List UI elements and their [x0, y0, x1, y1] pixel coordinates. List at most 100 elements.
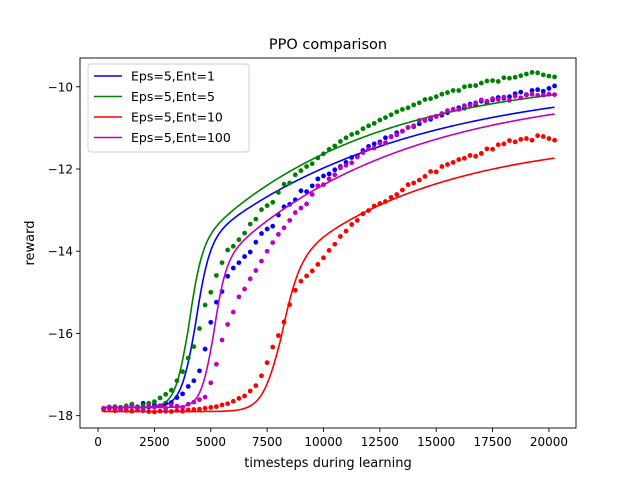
- data-point-1-64: [462, 84, 467, 90]
- data-point-3-6: [135, 405, 140, 411]
- data-point-3-70: [495, 97, 501, 102]
- data-point-2-61: [445, 162, 450, 167]
- data-point-0-50: [383, 135, 388, 141]
- data-point-0-24: [236, 260, 242, 266]
- data-point-3-47: [366, 146, 371, 152]
- legend-item-0[interactable]: Eps=5,Ent=1: [94, 69, 215, 84]
- data-point-0-44: [349, 155, 355, 160]
- data-point-1-37: [309, 161, 315, 167]
- y-tick-label-4: −10: [48, 80, 73, 94]
- data-point-1-45: [354, 130, 360, 136]
- data-point-2-28: [259, 373, 264, 379]
- data-point-1-70: [495, 79, 501, 84]
- data-point-3-5: [129, 404, 135, 410]
- legend[interactable]: Eps=5,Ent=1 Eps=5,Ent=5 Eps=5,Ent=10 Eps=5,…: [87, 63, 250, 153]
- data-point-3-62: [450, 107, 456, 113]
- data-point-2-47: [366, 208, 371, 213]
- data-point-2-67: [478, 150, 484, 156]
- data-point-3-11: [163, 405, 169, 411]
- data-point-3-13: [174, 403, 180, 409]
- data-point-2-31: [276, 333, 281, 338]
- data-point-2-72: [507, 138, 512, 144]
- y-tick-label-3: −12: [48, 163, 73, 177]
- data-point-1-40: [326, 146, 332, 152]
- data-point-3-48: [371, 145, 377, 151]
- data-point-3-67: [478, 97, 484, 103]
- data-point-2-35: [298, 278, 304, 284]
- data-point-2-14: [180, 408, 185, 414]
- data-point-0-27: [253, 239, 259, 245]
- data-point-1-23: [230, 243, 236, 249]
- data-point-1-61: [445, 90, 450, 95]
- legend-item-3[interactable]: Eps=5,Ent=100: [94, 130, 231, 145]
- data-point-3-15: [185, 401, 191, 407]
- data-point-1-29: [264, 203, 270, 208]
- data-point-1-48: [371, 120, 377, 126]
- data-point-3-69: [490, 96, 495, 102]
- data-point-2-49: [377, 201, 383, 206]
- data-point-0-41: [332, 167, 338, 173]
- data-point-3-49: [377, 140, 383, 146]
- data-point-2-30: [270, 344, 276, 350]
- data-point-0-40: [326, 171, 332, 177]
- data-point-1-11: [163, 391, 169, 397]
- data-point-1-31: [276, 190, 281, 195]
- data-point-1-58: [428, 96, 433, 102]
- data-point-3-32: [281, 225, 287, 231]
- data-point-0-77: [535, 87, 541, 93]
- data-point-2-78: [540, 134, 546, 139]
- data-point-2-60: [439, 164, 445, 169]
- legend-item-2[interactable]: Eps=5,Ent=10: [94, 110, 223, 125]
- data-point-3-3: [118, 406, 123, 412]
- x-tick-label-6: 15000: [417, 435, 455, 449]
- legend-item-1[interactable]: Eps=5,Ent=5: [94, 89, 215, 104]
- data-point-3-75: [524, 92, 529, 98]
- data-point-0-48: [371, 141, 377, 147]
- data-point-1-67: [478, 80, 484, 86]
- data-point-2-44: [349, 222, 355, 227]
- data-point-0-74: [518, 89, 524, 95]
- data-point-3-53: [400, 128, 405, 134]
- data-point-0-14: [180, 391, 185, 397]
- y-tick-label-1: −16: [48, 327, 73, 341]
- legend-label-2: Eps=5,Ent=10: [131, 110, 223, 125]
- data-point-1-34: [292, 172, 298, 178]
- data-point-0-19: [208, 319, 214, 325]
- data-point-3-64: [462, 103, 467, 109]
- data-point-3-56: [416, 118, 422, 123]
- data-point-2-46: [360, 211, 366, 217]
- data-point-3-22: [225, 322, 231, 327]
- data-point-1-44: [349, 132, 355, 137]
- data-point-2-17: [197, 406, 202, 412]
- data-point-3-51: [388, 134, 394, 140]
- data-point-3-63: [456, 106, 462, 112]
- data-point-1-63: [456, 88, 462, 93]
- data-point-2-43: [343, 228, 349, 234]
- data-point-1-7: [140, 402, 146, 408]
- data-point-1-72: [507, 75, 512, 81]
- data-point-0-79: [546, 86, 552, 91]
- data-point-1-53: [400, 106, 405, 112]
- x-tick-label-7: 17500: [473, 435, 511, 449]
- data-point-3-72: [507, 97, 512, 103]
- data-point-0-38: [315, 176, 321, 182]
- data-point-3-29: [264, 248, 270, 254]
- x-axis: 0 2500 5000 7500 10000 12500 15000 17500 20000: [94, 428, 568, 449]
- data-point-3-14: [180, 405, 185, 410]
- data-point-0-76: [529, 88, 535, 93]
- data-point-0-56: [416, 121, 422, 127]
- data-point-2-79: [546, 136, 552, 141]
- data-point-0-80: [552, 83, 557, 89]
- data-point-1-10: [157, 395, 163, 401]
- data-point-0-30: [270, 223, 276, 229]
- data-point-2-80: [552, 137, 557, 143]
- y-axis-label: reward: [23, 220, 38, 265]
- data-point-2-70: [495, 142, 501, 148]
- data-point-2-66: [473, 153, 479, 159]
- data-point-2-69: [490, 146, 495, 152]
- data-point-3-76: [529, 91, 535, 97]
- data-point-3-54: [405, 125, 411, 130]
- data-point-2-26: [247, 388, 253, 394]
- data-point-3-26: [247, 276, 253, 282]
- series-line-0: [103, 106, 555, 409]
